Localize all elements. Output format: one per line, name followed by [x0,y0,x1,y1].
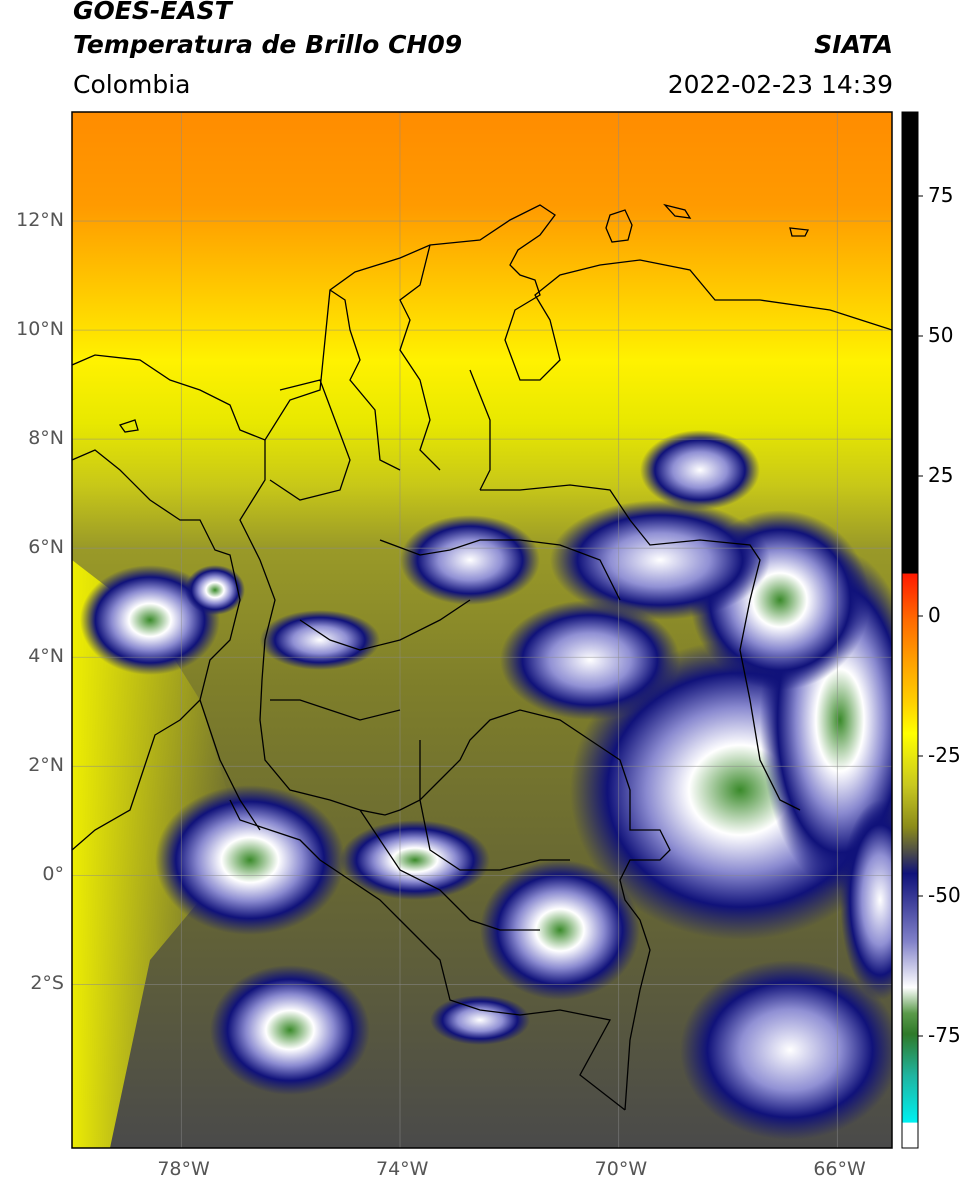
colorbar-tick-label: 0 [928,603,941,627]
colorbar-tick-label: 25 [928,463,954,487]
colorbar-tick-label: -25 [928,743,961,767]
colorbar-tick-label: 50 [928,323,954,347]
convective-clouds [80,430,892,1140]
map-frame [71,111,893,1149]
lat-tick-label: 0° [42,863,64,886]
colorbar-tick-label: -75 [928,1023,961,1047]
lat-tick-label: 8°N [28,427,64,450]
lat-tick-label: 2°N [28,754,64,777]
gridlines [72,112,892,1148]
region-label: Colombia [73,70,191,99]
product-title: Temperatura de Brillo CH09 [73,30,463,59]
coastlines-and-borders [72,203,892,1111]
lat-tick-label: 6°N [28,536,64,559]
colorbar [901,111,919,1149]
lon-tick-label: 70°W [594,1158,648,1180]
agency-label: SIATA [814,30,893,59]
lon-tick-label: 66°W [813,1158,866,1180]
lat-tick-label: 2°S [30,972,64,995]
colorbar-ticks [918,195,923,1037]
lat-tick-label: 12°N [16,209,64,232]
colorbar-tick-label: -50 [928,883,961,907]
datetime-label: 2022-02-23 14:39 [667,70,893,99]
satellite-title: GOES-EAST [73,0,232,25]
colorbar-tick-label: 75 [928,183,954,207]
lon-tick-label: 78°W [157,1158,210,1180]
lat-tick-label: 10°N [16,318,64,341]
warm-pacific-area [72,560,230,1148]
lat-tick-label: 4°N [28,645,64,668]
lon-tick-label: 74°W [376,1158,429,1180]
